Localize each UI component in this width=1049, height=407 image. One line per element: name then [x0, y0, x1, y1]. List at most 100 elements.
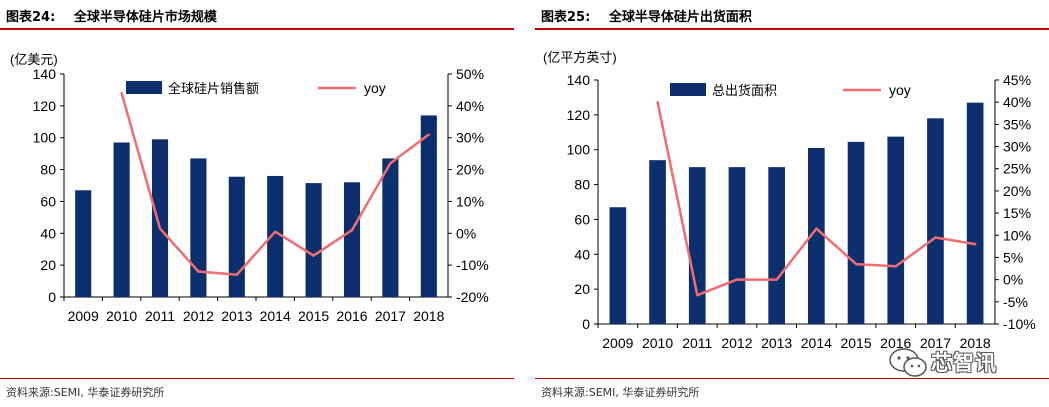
x-tick-label: 2014 — [260, 308, 291, 324]
y-left-tick-label: 60 — [574, 211, 590, 227]
y-right-tick-label: 50% — [456, 66, 484, 82]
bar — [113, 142, 130, 297]
y-left-tick-label: 120 — [33, 98, 57, 114]
x-tick-label: 2013 — [221, 308, 252, 324]
chart-panel-shipment-area: 图表25: 全球半导体硅片出货面积 (亿平方英寸) 0 20 40 60 80 100 120… — [535, 0, 1049, 407]
yoy-point — [235, 273, 238, 276]
bar — [151, 139, 169, 297]
title-divider — [0, 28, 514, 30]
x-tick-label: 2012 — [183, 308, 214, 324]
chart-title: 全球半导体硅片出货面积 — [608, 10, 752, 25]
y-right-tick-label: 20% — [456, 162, 484, 178]
y-left-tick-label: 80 — [574, 177, 590, 193]
y-left-tick-label: 0 — [48, 289, 56, 305]
yoy-point — [696, 293, 699, 297]
source-note: 资料来源:SEMI, 华泰证券研究所 — [541, 386, 700, 399]
bar — [808, 147, 825, 324]
watermark: 芯智讯 — [887, 343, 1027, 383]
x-tick-label: 2017 — [375, 308, 406, 324]
y-right-tick-label: 10% — [1003, 227, 1031, 243]
x-tick-label: 2015 — [298, 308, 329, 324]
x-tick-label: 2012 — [721, 335, 752, 351]
y-right-tick-label: 5% — [1003, 249, 1023, 265]
y-left-tick-label: 20 — [574, 281, 590, 297]
legend-bar-label: 全球硅片销售额 — [168, 81, 259, 96]
legend-bar-swatch — [670, 83, 706, 96]
y-right-tick-label: 20% — [1003, 183, 1031, 199]
figure-title: 图表24: 全球半导体硅片市场规模 — [6, 6, 217, 25]
y-left-tick-label: 100 — [567, 142, 591, 158]
bar — [847, 141, 865, 324]
y-right-tick-label: 25% — [1003, 161, 1031, 177]
chart-canvas: (亿平方英寸) 0 20 40 60 80 100 120 140 -10% -5% 0% 5% 10% 1… — [543, 50, 1036, 351]
bar — [649, 160, 666, 324]
yoy-point — [894, 265, 897, 268]
y-left-tick-label: 140 — [33, 66, 57, 82]
yoy-point — [775, 278, 778, 281]
x-tick-label: 2018 — [960, 335, 991, 351]
figure-number: 图表24: — [6, 10, 56, 25]
y-left-tick-label: 0 — [582, 316, 590, 332]
legend-line-label: yoy — [889, 82, 911, 98]
y-right-tick-label: 0% — [1003, 272, 1023, 288]
yoy-point — [158, 227, 162, 230]
x-tick-label: 2018 — [413, 308, 444, 324]
yoy-point — [389, 162, 392, 165]
bar — [728, 167, 746, 324]
x-tick-label: 2017 — [920, 335, 951, 351]
y-right-tick-label: -20% — [456, 289, 489, 305]
y-right-tick-label: 30% — [1003, 139, 1031, 155]
y-left-tick-label: 20 — [40, 257, 56, 273]
chart-canvas: (亿美元) 0 20 40 60 80 100 120 140 -20% -10% 0% 10% 20% 3… — [10, 52, 489, 324]
y-right-tick-label: -10% — [456, 257, 489, 273]
bar — [768, 167, 785, 324]
bar — [190, 158, 207, 297]
bar — [927, 118, 944, 324]
y-left-tick-label: 120 — [567, 107, 591, 123]
legend-bar-swatch — [126, 81, 162, 94]
chart-title: 全球半导体硅片市场规模 — [73, 10, 217, 25]
x-tick-label: 2009 — [68, 308, 99, 324]
x-tick-label: 2011 — [145, 308, 175, 324]
wechat-bubble-icon — [889, 348, 927, 377]
y-right-tick-label: 30% — [456, 130, 484, 146]
yoy-point — [735, 278, 739, 281]
y-left-tick-label: 80 — [40, 162, 56, 178]
yoy-point — [815, 227, 818, 230]
x-tick-label: 2009 — [602, 335, 633, 351]
bar — [75, 190, 92, 297]
yoy-point — [656, 100, 659, 104]
bar — [420, 115, 437, 298]
legend-line-label: yoy — [364, 80, 386, 96]
bar — [343, 182, 361, 297]
bar — [609, 207, 627, 324]
bar — [267, 175, 284, 297]
yoy-point — [934, 236, 937, 239]
yoy-point — [350, 228, 354, 232]
yoy-point — [427, 133, 430, 136]
x-tick-label: 2015 — [840, 335, 871, 351]
bar — [305, 183, 322, 297]
bar — [966, 102, 984, 325]
source-divider — [0, 378, 514, 379]
y-left-tick-label: 40 — [574, 246, 590, 262]
x-tick-label: 2010 — [642, 335, 673, 351]
bar — [228, 176, 245, 297]
figure-number: 图表25: — [541, 10, 591, 25]
y-right-tick-label: -5% — [1003, 294, 1028, 310]
x-tick-label: 2016 — [880, 335, 911, 351]
x-tick-label: 2016 — [336, 308, 367, 324]
bar — [382, 158, 399, 297]
y-right-tick-label: 15% — [1003, 205, 1031, 221]
yoy-point — [274, 230, 277, 233]
y-left-tick-label: 140 — [567, 72, 591, 88]
y-right-tick-label: 40% — [456, 98, 484, 114]
y-right-tick-label: 40% — [1003, 94, 1031, 110]
chart-panel-market-size: 图表24: 全球半导体硅片市场规模 (亿美元) 0 20 40 60 80 100 120 14… — [0, 0, 514, 407]
x-tick-label: 2011 — [682, 335, 712, 351]
yoy-point — [120, 91, 123, 95]
y-axis-unit-label: (亿平方英寸) — [543, 50, 617, 65]
title-divider — [535, 28, 1049, 30]
source-note: 资料来源:SEMI, 华泰证券研究所 — [6, 386, 165, 399]
yoy-point — [312, 254, 315, 257]
